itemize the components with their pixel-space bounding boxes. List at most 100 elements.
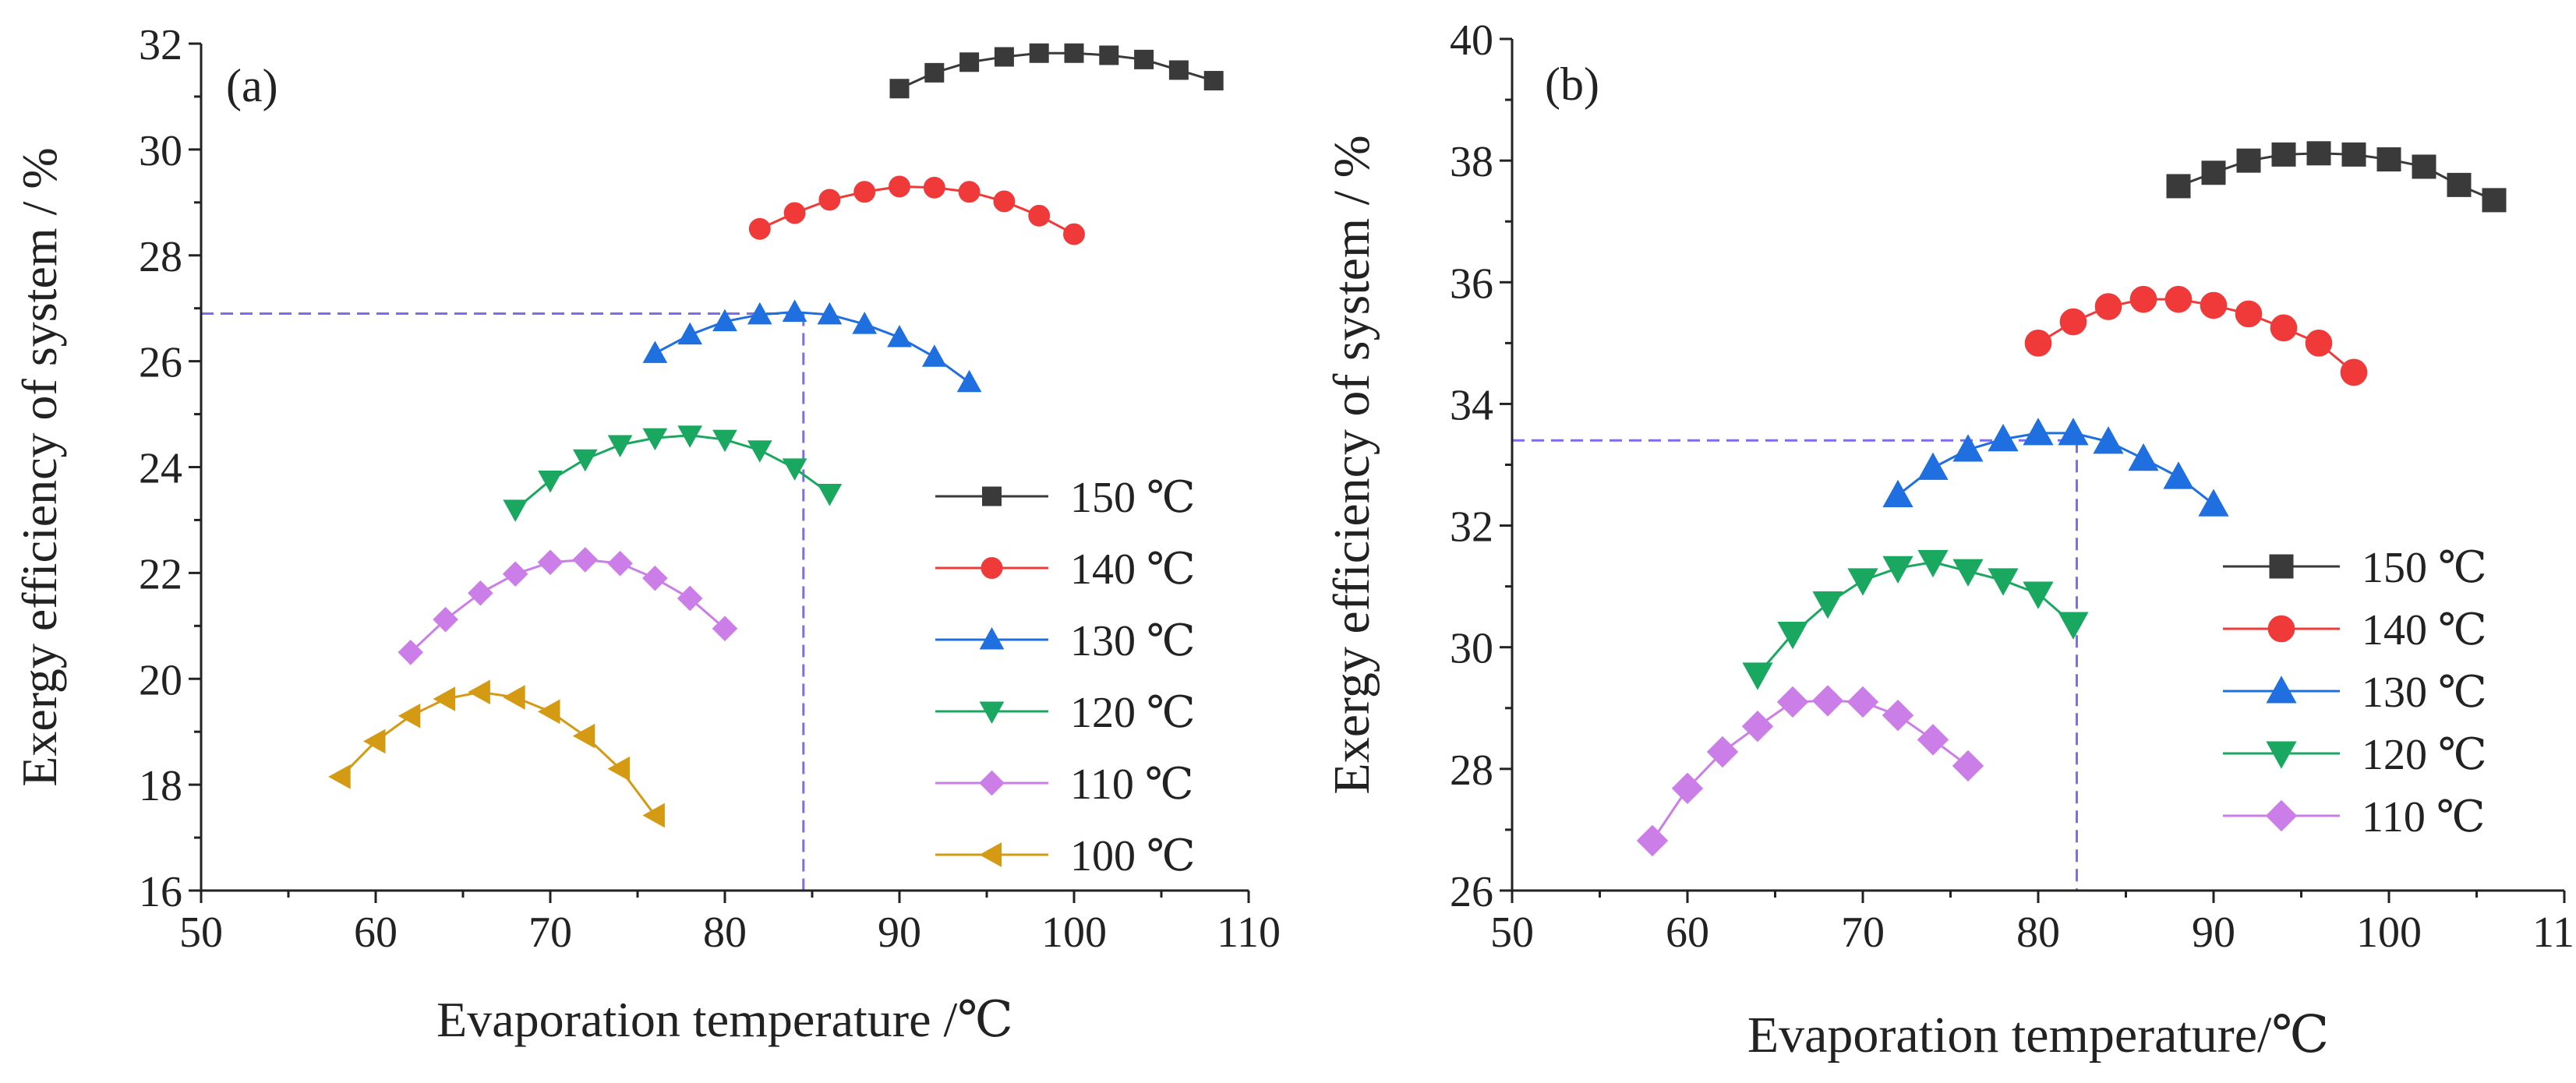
data-point	[537, 549, 564, 576]
data-point	[2058, 612, 2089, 640]
data-point	[572, 449, 598, 472]
data-point	[2376, 147, 2401, 172]
data-point	[2482, 188, 2507, 213]
series-line	[759, 185, 1075, 235]
legend-label: 130 ℃	[2362, 668, 2487, 717]
data-point	[537, 699, 560, 725]
data-point	[2058, 418, 2089, 446]
x-tick-label: 110	[1217, 908, 1281, 957]
legend-label: 150 ℃	[1070, 474, 1196, 522]
data-point	[2270, 314, 2298, 342]
legend-marker	[982, 486, 1002, 506]
y-axis-label: Exergy efficiency of system / %	[12, 147, 67, 787]
series-line	[1897, 432, 2214, 506]
legend-marker	[979, 770, 1005, 796]
data-point	[1952, 750, 1984, 782]
data-point	[502, 561, 528, 587]
data-point	[1917, 549, 1949, 578]
y-tick-label: 26	[139, 339, 182, 387]
legend-marker	[2266, 676, 2297, 704]
data-point	[1134, 49, 1154, 69]
data-point	[1064, 43, 1084, 63]
data-point	[1777, 622, 1808, 650]
data-point	[993, 190, 1016, 213]
y-tick-label: 38	[1450, 138, 1493, 186]
series-line	[2178, 152, 2495, 202]
data-point	[2201, 161, 2226, 185]
x-tick-label: 100	[2356, 908, 2422, 957]
data-point	[1882, 556, 1913, 584]
data-point	[817, 483, 843, 506]
legend-marker	[979, 842, 1002, 867]
data-point	[1847, 568, 1878, 596]
data-point	[1952, 559, 1984, 587]
data-point	[362, 728, 386, 754]
data-point	[677, 585, 703, 612]
y-tick-label: 26	[1450, 868, 1493, 916]
data-point	[2200, 291, 2228, 319]
data-point	[2163, 461, 2194, 489]
data-point	[642, 803, 665, 828]
x-tick-label: 50	[179, 908, 223, 957]
data-point	[2023, 418, 2054, 446]
data-point	[959, 52, 980, 72]
data-point	[1099, 45, 1119, 65]
data-point	[1811, 685, 1844, 717]
legend-label: 140 ℃	[1070, 545, 1196, 594]
data-point	[468, 679, 490, 705]
data-point	[2093, 426, 2124, 454]
x-axis-label: Evaporation temperature/℃	[1747, 1007, 2329, 1064]
data-point	[1846, 686, 1879, 718]
legend-marker	[2267, 615, 2295, 643]
data-point	[1168, 60, 1189, 80]
data-point	[2129, 285, 2157, 313]
y-tick-label: 30	[1450, 625, 1493, 673]
data-point	[2305, 330, 2333, 357]
legend-label: 120 ℃	[1070, 689, 1196, 737]
data-point	[503, 499, 528, 522]
data-point	[607, 756, 631, 781]
data-point	[607, 550, 633, 577]
legend-marker	[979, 626, 1005, 650]
data-point	[889, 175, 910, 198]
data-point	[783, 202, 806, 224]
y-tick-label: 28	[139, 233, 182, 281]
y-tick-label: 32	[139, 21, 182, 69]
data-point	[1988, 568, 2019, 596]
data-point	[1812, 591, 1843, 619]
data-point	[1203, 71, 1224, 91]
legend-label: 140 ℃	[2362, 606, 2487, 654]
data-point	[433, 606, 458, 633]
series-line	[899, 51, 1214, 90]
data-point	[2128, 443, 2159, 471]
legend-label: 100 ℃	[1070, 832, 1196, 880]
x-tick-label: 60	[354, 908, 398, 957]
data-point	[677, 425, 703, 448]
data-point	[1028, 204, 1051, 227]
legend-label: 110 ℃	[2362, 793, 2486, 841]
data-point	[2271, 142, 2296, 167]
series-line	[1651, 699, 1969, 841]
data-point	[2447, 172, 2472, 197]
legend-marker	[981, 557, 1003, 579]
data-point	[1917, 452, 1949, 480]
data-point	[1988, 423, 2019, 452]
data-point	[2235, 300, 2263, 328]
data-point	[2164, 285, 2193, 313]
y-axis-label: Exergy efficiency of system / %	[1323, 135, 1380, 794]
data-point	[2236, 148, 2261, 173]
data-point	[677, 322, 703, 345]
y-tick-label: 22	[139, 550, 182, 598]
data-point	[1776, 686, 1809, 718]
legend-label: 150 ℃	[2362, 544, 2487, 592]
y-tick-label: 24	[139, 445, 182, 493]
series-line	[340, 690, 656, 817]
data-point	[2094, 293, 2122, 320]
data-point	[642, 428, 668, 451]
panel-label: (a)	[226, 60, 278, 111]
x-tick-label: 100	[1041, 908, 1107, 957]
x-tick-label: 70	[528, 908, 572, 957]
y-tick-label: 32	[1450, 503, 1493, 552]
data-point	[994, 47, 1014, 67]
